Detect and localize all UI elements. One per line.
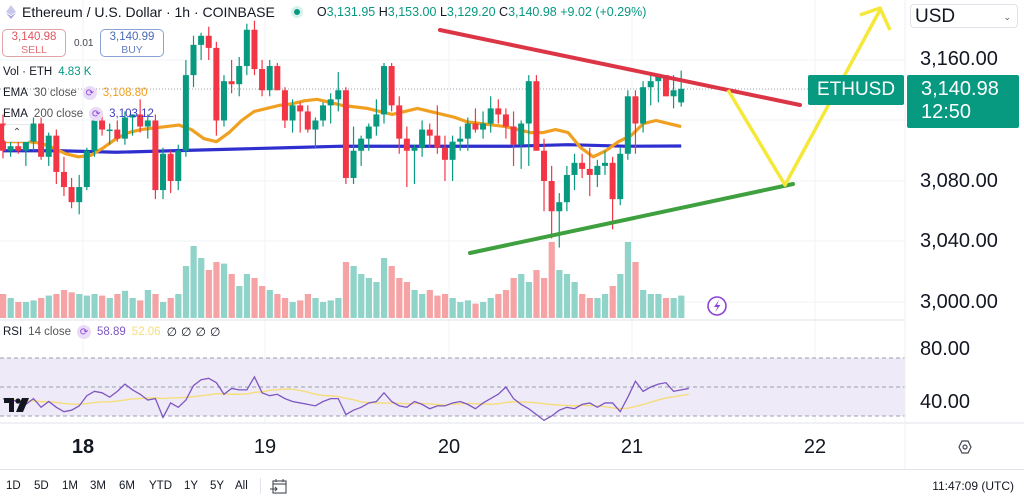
ema200-legend[interactable]: EMA 200 close ⟳ 3,103.12 <box>3 107 154 121</box>
candlesticks <box>0 20 685 248</box>
go-to-date-calendar-icon[interactable] <box>270 479 288 495</box>
arrow-head-icon <box>859 6 892 31</box>
rsi-guide-lines <box>0 357 905 417</box>
refresh-icon[interactable]: ⟳ <box>82 86 97 100</box>
ema200-value: 3,103.12 <box>109 108 154 120</box>
ema200-line <box>3 143 682 154</box>
support-trendline <box>468 182 795 255</box>
volume-bars <box>0 242 685 318</box>
ohlc-values: O3,131.95 H3,153.00 L3,129.20 C3,140.98 … <box>316 5 647 19</box>
resistance-trendline <box>438 28 802 107</box>
last-price-tag: 3,140.98 12:50 <box>907 75 1019 128</box>
last-price: 3,140.98 <box>921 78 999 100</box>
symbol-title[interactable]: Ethereum / U.S. Dollar · 1h · COINBASE <box>22 4 275 20</box>
tradingview-logo[interactable] <box>4 398 30 412</box>
time-tick: 22 <box>803 436 827 458</box>
trend-drawings[interactable] <box>438 6 892 255</box>
price-tick: 3,160.00 <box>920 48 998 70</box>
volume-value: 4.83 K <box>58 66 92 78</box>
bottom-toolbar: 1D 5D 1M 3M 6M YTD 1Y 5Y All 11:47:09 (U… <box>0 469 1024 499</box>
price-tick: 3,080.00 <box>920 170 998 192</box>
refresh-icon[interactable]: ⟳ <box>77 325 92 339</box>
price-chart-canvas[interactable] <box>0 0 1024 470</box>
ethereum-icon <box>6 5 16 19</box>
rsi-lines <box>2 375 689 422</box>
time-tick: 18 <box>71 436 95 458</box>
range-5y-button[interactable]: 5Y <box>210 480 225 492</box>
price-tick: 3,000.00 <box>920 291 998 313</box>
market-open-icon <box>290 6 303 18</box>
lightning-icon[interactable] <box>707 296 727 316</box>
buy-label: BUY <box>121 44 143 56</box>
toolbar-divider <box>260 478 261 494</box>
time-tick: 20 <box>437 436 461 458</box>
rsi-tick: 40.00 <box>920 391 971 413</box>
spread-value: 0.01 <box>74 38 94 49</box>
currency-select[interactable]: USD ⌄ <box>910 4 1018 28</box>
time-tick: 19 <box>253 436 277 458</box>
range-1m-button[interactable]: 1M <box>62 480 78 492</box>
chevron-down-icon: ⌄ <box>1003 12 1011 22</box>
sell-label: SELL <box>21 44 47 56</box>
rsi-tick: 80.00 <box>920 338 971 360</box>
range-1d-button[interactable]: 1D <box>6 480 21 492</box>
buy-button[interactable]: 3,140.99 BUY <box>100 29 164 57</box>
symbol-price-tag: ETHUSD <box>808 75 904 105</box>
ema30-value: 3,108.80 <box>102 87 148 99</box>
sell-price: 3,140.98 <box>11 31 57 43</box>
time-tick: 21 <box>620 436 644 458</box>
range-5d-button[interactable]: 5D <box>34 480 49 492</box>
range-ytd-button[interactable]: YTD <box>149 480 172 492</box>
collapse-legend-button[interactable]: ⌃ <box>4 124 30 142</box>
price-tick: 3,040.00 <box>920 230 998 252</box>
sell-button[interactable]: 3,140.98 SELL <box>2 29 66 57</box>
ema30-legend[interactable]: EMA 30 close ⟳ 3,108.80 <box>3 86 148 100</box>
rsi-ma-value: 52.06 <box>131 326 161 338</box>
settings-icon[interactable] <box>958 440 972 454</box>
rsi-value: 58.89 <box>97 326 126 338</box>
utc-clock[interactable]: 11:47:09 (UTC) <box>932 479 1014 493</box>
volume-legend[interactable]: Vol · ETH 4.83 K <box>3 66 92 78</box>
range-6m-button[interactable]: 6M <box>119 480 135 492</box>
refresh-icon[interactable]: ⟳ <box>89 107 104 121</box>
bar-countdown: 12:50 <box>921 101 972 123</box>
range-all-button[interactable]: All <box>235 480 248 492</box>
range-1y-button[interactable]: 1Y <box>184 480 199 492</box>
range-3m-button[interactable]: 3M <box>90 480 106 492</box>
chevron-up-icon: ⌃ <box>12 127 22 138</box>
symbol-legend: Ethereum / U.S. Dollar · 1h · COINBASE O… <box>6 4 646 20</box>
rsi-empty-values: ∅∅∅∅ <box>166 325 225 339</box>
rsi-legend[interactable]: RSI 14 close ⟳ 58.89 52.06 ∅∅∅∅ <box>3 325 225 339</box>
projection-path <box>726 9 882 187</box>
buy-price: 3,140.99 <box>109 31 155 43</box>
